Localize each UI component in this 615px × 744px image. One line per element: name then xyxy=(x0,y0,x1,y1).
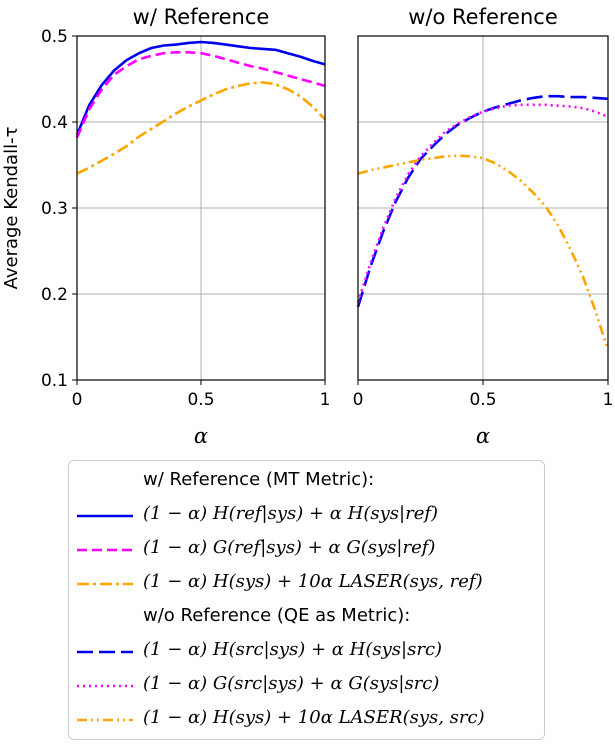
y-tick-label: 0.1 xyxy=(41,371,68,391)
legend-entry: (1 − α) H(ref|sys) + α H(sys|ref) xyxy=(69,499,546,533)
figure: w/ Reference 0.10.20.30.40.5 0 0.5 1 α Ave… xyxy=(1,5,614,448)
legend-entry-label: (1 − α) H(sys) + 10α LASER(sys, src) xyxy=(143,707,485,728)
legend-entry-label: (1 − α) G(ref|sys) + α G(sys|ref) xyxy=(143,537,436,558)
y-tick-label: 0.2 xyxy=(41,285,68,305)
panel-with-reference: w/ Reference 0.10.20.30.40.5 0 0.5 1 α Ave… xyxy=(1,5,330,448)
x-tick-label: 1 xyxy=(320,390,331,410)
legend-line-icon xyxy=(77,718,133,722)
legend-entry-label: (1 − α) G(src|sys) + α G(sys|src) xyxy=(143,673,440,694)
legend-entry: (1 − α) H(sys) + 10α LASER(sys, src) xyxy=(69,703,546,737)
legend-line-icon xyxy=(77,514,133,518)
legend-entry-label: (1 − α) H(ref|sys) + α H(sys|ref) xyxy=(143,503,439,524)
grid-right xyxy=(357,35,609,381)
y-axis-label: Average Kendall-τ xyxy=(1,127,22,290)
legend-entry: (1 − α) H(sys) + 10α LASER(sys, ref) xyxy=(69,567,546,601)
x-ticks-left: 0 0.5 1 xyxy=(72,380,331,410)
x-tick-label: 0 xyxy=(72,390,83,410)
series-line-0-2 xyxy=(76,81,326,175)
x-tick-label: 0.5 xyxy=(187,390,214,410)
series-group-left xyxy=(75,40,326,175)
legend: w/ Reference (MT Metric): (1 − α) H(ref|… xyxy=(68,460,545,740)
legend-group-with-reference: w/ Reference (MT Metric): xyxy=(143,469,375,490)
legend-group-without-reference: w/o Reference (QE as Metric): xyxy=(143,605,411,626)
grid-left xyxy=(76,35,326,381)
legend-entry: (1 − α) H(src|sys) + α H(sys|src) xyxy=(69,635,546,669)
chart-title-left: w/ Reference xyxy=(133,5,270,29)
y-ticks-left: 0.1 0.2 0.3 0.4 0.5 xyxy=(41,27,77,391)
x-axis-label-right: α xyxy=(476,424,490,448)
legend-line-icon xyxy=(77,582,133,586)
y-tick-label: 0.4 xyxy=(41,113,68,133)
x-axis-label-left: α xyxy=(194,424,208,448)
series-line-1-0 xyxy=(356,94,609,308)
panel-without-reference: w/o Reference 0 0.5 1 α xyxy=(353,5,614,448)
legend-line-icon xyxy=(77,548,133,552)
y-tick-label: 0.3 xyxy=(41,199,68,219)
legend-entry: (1 − α) G(src|sys) + α G(sys|src) xyxy=(69,669,546,703)
legend-line-icon xyxy=(77,684,133,688)
series-line-0-0 xyxy=(75,40,326,136)
x-tick-label: 1 xyxy=(603,390,614,410)
legend-entry: (1 − α) G(ref|sys) + α G(sys|ref) xyxy=(69,533,546,567)
x-tick-label: 0.5 xyxy=(469,390,496,410)
series-group-right xyxy=(356,94,610,351)
y-tick-label: 0.5 xyxy=(41,27,68,47)
series-line-0-1 xyxy=(75,50,326,139)
chart-title-right: w/o Reference xyxy=(408,5,558,29)
legend-entry-label: (1 − α) H(src|sys) + α H(sys|src) xyxy=(143,639,443,660)
x-tick-label: 0 xyxy=(353,390,364,410)
legend-entry-label: (1 − α) H(sys) + 10α LASER(sys, ref) xyxy=(143,571,483,592)
legend-line-icon xyxy=(77,650,133,654)
x-ticks-right: 0 0.5 1 xyxy=(353,380,614,410)
